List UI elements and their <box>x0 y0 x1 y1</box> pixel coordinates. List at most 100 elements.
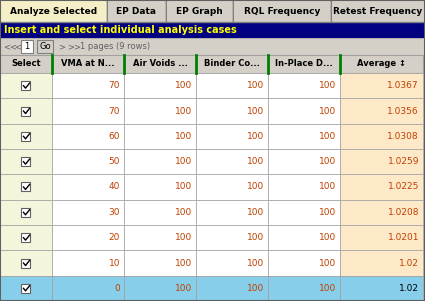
Text: 1.0356: 1.0356 <box>387 107 419 116</box>
Text: Binder Co...: Binder Co... <box>204 60 260 69</box>
Bar <box>22 182 31 191</box>
Text: Retest Frequency: Retest Frequency <box>333 7 422 15</box>
Bar <box>0 38 425 55</box>
Bar <box>0 149 52 174</box>
Bar <box>22 107 31 116</box>
Bar <box>22 81 31 90</box>
Text: 100: 100 <box>319 157 336 166</box>
Text: 100: 100 <box>247 233 264 242</box>
Bar <box>108 1 165 21</box>
Text: In-Place D...: In-Place D... <box>275 60 333 69</box>
Bar <box>340 276 423 301</box>
Text: 30: 30 <box>108 208 120 217</box>
Bar <box>166 0 233 22</box>
Bar <box>268 174 340 200</box>
Text: 100: 100 <box>319 107 336 116</box>
Bar <box>0 98 52 124</box>
Text: 100: 100 <box>319 132 336 141</box>
Bar <box>340 149 423 174</box>
Bar <box>340 250 423 276</box>
Bar <box>340 98 423 124</box>
Bar <box>268 98 340 124</box>
Text: 100: 100 <box>175 132 192 141</box>
Bar <box>340 174 423 200</box>
Bar <box>196 276 268 301</box>
Bar <box>196 149 268 174</box>
Text: 60: 60 <box>108 132 120 141</box>
Bar <box>340 73 423 98</box>
Bar <box>52 276 124 301</box>
Bar <box>124 250 196 276</box>
Text: >>: >> <box>67 42 81 51</box>
Text: 1.02: 1.02 <box>399 259 419 268</box>
Bar <box>331 0 425 22</box>
Text: 0: 0 <box>114 284 120 293</box>
Bar <box>196 124 268 149</box>
Bar <box>52 200 124 225</box>
Text: 100: 100 <box>175 107 192 116</box>
Bar <box>0 0 107 22</box>
Text: >: > <box>58 42 65 51</box>
Bar <box>196 174 268 200</box>
Bar <box>52 174 124 200</box>
Text: Analyze Selected: Analyze Selected <box>10 7 97 15</box>
Bar <box>52 73 124 98</box>
Bar <box>268 276 340 301</box>
Bar <box>0 250 52 276</box>
Text: 100: 100 <box>175 157 192 166</box>
Text: 100: 100 <box>247 107 264 116</box>
Bar <box>52 149 124 174</box>
Bar <box>0 174 52 200</box>
Text: 100: 100 <box>319 208 336 217</box>
Text: <: < <box>14 42 21 51</box>
Bar <box>0 276 52 301</box>
Bar <box>124 276 196 301</box>
Text: 100: 100 <box>319 284 336 293</box>
Bar <box>0 124 52 149</box>
Bar <box>167 1 232 21</box>
Bar <box>0 73 52 98</box>
Text: 100: 100 <box>247 182 264 191</box>
Text: 100: 100 <box>175 81 192 90</box>
Bar <box>124 149 196 174</box>
Text: <<: << <box>3 42 17 51</box>
Bar <box>22 132 31 141</box>
Bar <box>0 22 425 38</box>
Text: EP Data: EP Data <box>116 7 156 15</box>
Bar <box>37 40 53 53</box>
Text: 100: 100 <box>175 284 192 293</box>
Text: 1 pages (9 rows): 1 pages (9 rows) <box>80 42 150 51</box>
Bar <box>0 225 52 250</box>
Bar <box>52 124 124 149</box>
Bar <box>340 200 423 225</box>
Bar <box>52 98 124 124</box>
Text: 100: 100 <box>175 182 192 191</box>
Text: 1.02: 1.02 <box>399 284 419 293</box>
Text: 100: 100 <box>175 208 192 217</box>
Bar <box>107 0 166 22</box>
Text: 100: 100 <box>175 259 192 268</box>
Bar <box>124 73 196 98</box>
Text: 1.0259: 1.0259 <box>388 157 419 166</box>
Bar <box>268 124 340 149</box>
Bar <box>196 200 268 225</box>
Text: 100: 100 <box>319 81 336 90</box>
Bar <box>340 124 423 149</box>
Bar <box>1 1 106 21</box>
Bar <box>268 250 340 276</box>
Text: Average ↕: Average ↕ <box>357 60 406 69</box>
Text: 1.0201: 1.0201 <box>388 233 419 242</box>
Bar <box>196 250 268 276</box>
Text: 100: 100 <box>319 233 336 242</box>
Bar <box>268 200 340 225</box>
Bar <box>196 225 268 250</box>
Bar <box>22 259 31 268</box>
Text: RQL Frequency: RQL Frequency <box>244 7 320 15</box>
Bar <box>0 55 52 73</box>
Bar <box>340 225 423 250</box>
Bar <box>233 0 331 22</box>
Text: 50: 50 <box>108 157 120 166</box>
Bar <box>21 40 33 53</box>
Text: 10: 10 <box>108 259 120 268</box>
Bar <box>196 98 268 124</box>
